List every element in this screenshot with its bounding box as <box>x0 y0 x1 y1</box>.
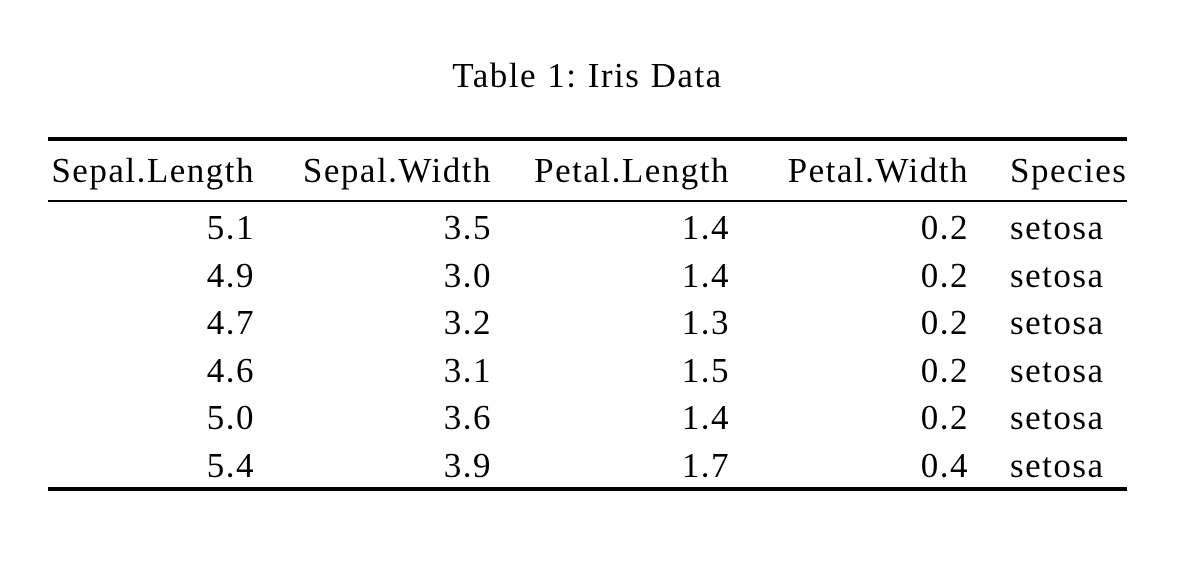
table-cell-species: setosa <box>1010 398 1105 437</box>
table-cell-petal-length: 1.5 <box>681 350 730 390</box>
table-container: Sepal.Length Sepal.Width Petal.Length Petal… <box>48 137 1127 491</box>
table-cell-sepal-length: 5.1 <box>206 208 255 247</box>
table-cell-sepal-length: 5.4 <box>206 445 255 485</box>
table-row: 5.4 3.9 1.7 0.4 setosa <box>48 440 1127 490</box>
table-cell-sepal-length: 4.7 <box>206 303 255 342</box>
table-cell-sepal-width: 3.2 <box>443 303 492 342</box>
table-cell-petal-length: 1.3 <box>681 303 730 342</box>
table-cell-petal-width: 0.2 <box>920 350 969 390</box>
table-cell-sepal-width: 3.9 <box>443 445 492 485</box>
table-row: 5.1 3.5 1.4 0.2 setosa <box>48 201 1127 250</box>
table-row: 5.0 3.6 1.4 0.2 setosa <box>48 392 1127 440</box>
column-header-sepal-length: Sepal.Length <box>48 139 276 202</box>
table-row: 4.7 3.2 1.3 0.2 setosa <box>48 297 1127 345</box>
table-cell-petal-length: 1.7 <box>681 445 730 485</box>
header-row: Sepal.Length Sepal.Width Petal.Length Petal… <box>48 139 1127 202</box>
table-cell-species: setosa <box>1010 303 1105 342</box>
column-header-sepal-width: Sepal.Width <box>276 139 513 202</box>
table-cell-petal-width: 0.4 <box>920 445 969 485</box>
table-row: 4.6 3.1 1.5 0.2 setosa <box>48 345 1127 393</box>
table-cell-sepal-width: 3.1 <box>443 350 492 390</box>
table-cell-sepal-length: 4.9 <box>206 255 255 295</box>
column-header-petal-length: Petal.Length <box>513 139 751 202</box>
table-cell-petal-width: 0.2 <box>920 398 969 437</box>
table-cell-sepal-width: 3.0 <box>443 255 492 295</box>
table-cell-sepal-length: 4.6 <box>206 350 255 390</box>
iris-data-table: Sepal.Length Sepal.Width Petal.Length Petal… <box>48 137 1127 491</box>
table-cell-species: setosa <box>1010 350 1105 390</box>
column-header-species: Species <box>990 139 1127 202</box>
table-cell-petal-length: 1.4 <box>681 398 730 437</box>
table-cell-sepal-width: 3.5 <box>443 208 492 247</box>
table-cell-species: setosa <box>1010 445 1105 485</box>
table-caption: Table 1: Iris Data <box>452 56 723 95</box>
table-cell-species: setosa <box>1010 208 1105 247</box>
table-body: 5.1 3.5 1.4 0.2 setosa 4.9 3.0 1.4 0.2 setosa 4.7 3… <box>48 201 1127 489</box>
table-cell-petal-width: 0.2 <box>920 255 969 295</box>
table-row: 4.9 3.0 1.4 0.2 setosa <box>48 250 1127 298</box>
table-cell-petal-length: 1.4 <box>681 208 730 247</box>
table-cell-petal-width: 0.2 <box>920 208 969 247</box>
table-cell-petal-width: 0.2 <box>920 303 969 342</box>
table-cell-sepal-width: 3.6 <box>443 398 492 437</box>
table-cell-sepal-length: 5.0 <box>206 398 255 437</box>
table-cell-species: setosa <box>1010 255 1105 295</box>
table-cell-petal-length: 1.4 <box>681 255 730 295</box>
column-header-petal-width: Petal.Width <box>751 139 990 202</box>
